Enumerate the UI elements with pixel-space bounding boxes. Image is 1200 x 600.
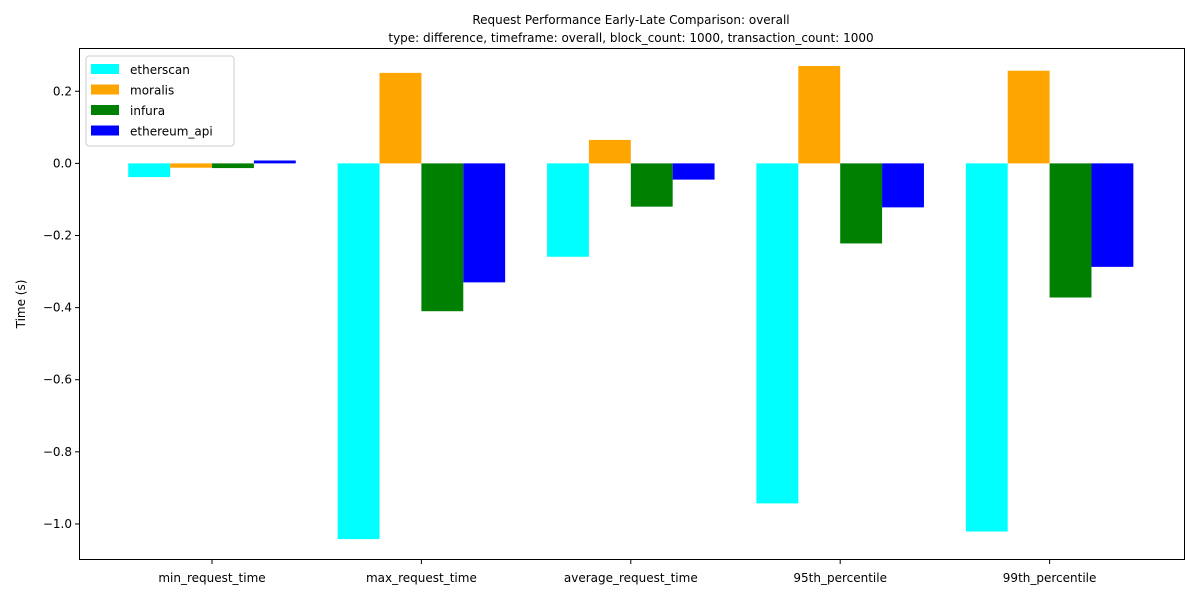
bar-moralis-max_request_time <box>379 72 422 164</box>
bar-moralis-average_request_time <box>588 139 631 164</box>
bar-infura-max_request_time <box>421 163 464 312</box>
chart-subtitle: type: difference, timeframe: overall, bl… <box>388 31 873 45</box>
bar-infura-99th_percentile <box>1049 163 1092 298</box>
bar-moralis-95th_percentile <box>798 66 841 164</box>
y-tick-label: −0.2 <box>43 228 72 242</box>
legend-swatch-etherscan <box>91 64 119 74</box>
x-axis: min_request_time max_request_time average_… <box>158 560 1096 585</box>
y-tick-label: 0.2 <box>53 84 72 98</box>
bars-group <box>128 66 1134 540</box>
bar-ethereum_api-min_request_time <box>253 160 296 164</box>
y-tick-label: −1.0 <box>43 517 72 531</box>
bar-ethereum_api-max_request_time <box>463 163 506 283</box>
x-tick-label: max_request_time <box>366 571 477 585</box>
bar-infura-average_request_time <box>630 163 673 207</box>
y-tick-label: −0.4 <box>43 301 72 315</box>
x-tick-label: average_request_time <box>564 571 698 585</box>
y-tick-label: −0.8 <box>43 445 72 459</box>
bar-etherscan-min_request_time <box>128 163 171 178</box>
x-tick-label: 95th_percentile <box>793 571 887 585</box>
x-tick-label: min_request_time <box>158 571 265 585</box>
bar-moralis-99th_percentile <box>1007 70 1050 164</box>
bar-ethereum_api-95th_percentile <box>882 163 924 208</box>
legend-swatch-infura <box>91 105 119 115</box>
y-axis: 0.2 0.0 −0.2 −0.4 −0.6 −0.8 −1.0 <box>43 84 79 531</box>
legend-label-moralis: moralis <box>130 84 174 98</box>
bar-etherscan-average_request_time <box>547 163 589 257</box>
legend-swatch-moralis <box>91 84 119 95</box>
legend: etherscan moralis infura ethereum_api <box>85 55 235 147</box>
legend-box <box>85 55 235 147</box>
y-tick-label: −0.6 <box>43 373 72 387</box>
bar-etherscan-99th_percentile <box>965 163 1008 532</box>
bar-ethereum_api-average_request_time <box>672 163 715 180</box>
bar-etherscan-max_request_time <box>337 163 380 540</box>
legend-label-infura: infura <box>130 104 165 118</box>
legend-label-ethereum_api: ethereum_api <box>130 125 213 139</box>
y-tick-label: 0.0 <box>53 156 72 170</box>
plot-frame <box>79 48 1185 560</box>
chart-title: Request Performance Early-Late Compariso… <box>472 13 789 27</box>
legend-swatch-ethereum_api <box>91 125 119 136</box>
y-axis-label: Time (s) <box>14 280 28 330</box>
x-tick-label: 99th_percentile <box>1003 571 1097 585</box>
bar-infura-95th_percentile <box>840 163 883 244</box>
bar-infura-min_request_time <box>212 163 254 169</box>
bar-moralis-min_request_time <box>170 163 212 168</box>
legend-label-etherscan: etherscan <box>130 63 190 77</box>
bar-etherscan-95th_percentile <box>756 163 799 504</box>
bar-ethereum_api-99th_percentile <box>1091 163 1134 267</box>
